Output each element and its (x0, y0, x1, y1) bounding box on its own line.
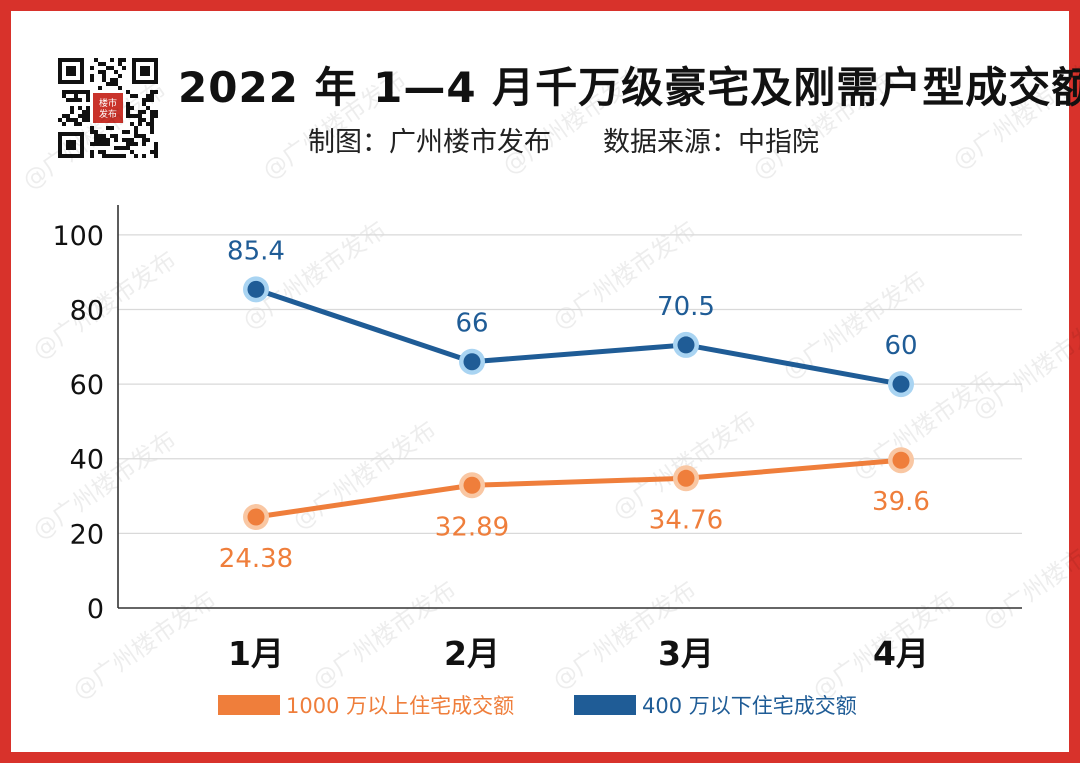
watermark-text: @广州楼市发布 (747, 66, 901, 185)
watermark-text: @广州楼市发布 (237, 216, 391, 335)
data-label: 34.76 (649, 505, 723, 535)
data-label: 39.6 (872, 487, 930, 517)
x-tick-labels: 1月 2月 3月 4月 (228, 634, 929, 673)
series-layer: 24.38 32.89 34.76 39.6 85.4 66 70.5 60 (219, 236, 930, 574)
grid-lines (118, 234, 1022, 535)
watermark-text: @广州楼市发布 (17, 76, 171, 195)
data-label: 60 (884, 331, 917, 361)
y-tick-label: 80 (70, 295, 104, 326)
watermark-text: @广州楼市发布 (287, 416, 441, 535)
source-text: 数据来源：中指院 (603, 127, 819, 158)
data-point (677, 469, 695, 487)
watermark-text: @广州楼市发布 (497, 61, 651, 180)
data-label: 32.89 (435, 512, 509, 542)
data-label: 70.5 (657, 292, 715, 322)
legend-label: 400 万以下住宅成交额 (642, 694, 857, 718)
data-label: 24.38 (219, 544, 293, 574)
watermark-text: @广州楼市发布 (947, 56, 1080, 175)
watermark-text: @广州楼市发布 (27, 426, 181, 545)
data-point (247, 280, 265, 298)
watermark-text: @广州楼市发布 (257, 66, 411, 185)
data-point (463, 353, 481, 371)
y-tick-label: 0 (87, 594, 104, 625)
qr-code-icon: 楼市 发布 (56, 56, 160, 160)
data-point (463, 476, 481, 494)
legend: 1000 万以上住宅成交额 400 万以下住宅成交额 (218, 694, 857, 718)
y-tick-label: 20 (70, 519, 104, 550)
x-tick-label: 2月 (444, 634, 500, 673)
y-tick-label: 100 (52, 221, 104, 252)
data-point (247, 508, 265, 526)
credit-text: 制图：广州楼市发布 (308, 127, 551, 158)
data-point (892, 451, 910, 469)
data-label: 66 (455, 309, 488, 339)
axes (117, 205, 1022, 609)
qr-badge-line-1: 楼市 (99, 97, 117, 109)
x-tick-label: 4月 (873, 634, 929, 673)
data-point (677, 336, 695, 354)
legend-swatch (218, 695, 280, 715)
legend-label: 1000 万以上住宅成交额 (286, 694, 514, 718)
y-tick-label: 40 (70, 445, 104, 476)
legend-swatch (574, 695, 636, 715)
data-label: 85.4 (227, 236, 285, 266)
watermark-text: @广州楼市发布 (307, 576, 461, 695)
series-line (255, 457, 902, 520)
qr-badge-line-2: 发布 (99, 108, 117, 120)
watermark-text: @广州楼市发布 (27, 246, 181, 365)
data-point (892, 375, 910, 393)
chart-subtitle: 制图：广州楼市发布 数据来源：中指院 (308, 120, 819, 159)
chart-title: 2022 年 1—4 月千万级豪宅及刚需户型成交额 (178, 63, 1080, 112)
x-tick-label: 3月 (658, 634, 714, 673)
y-tick-labels: 0 20 40 60 80 100 (52, 221, 104, 625)
series-line (255, 286, 902, 387)
y-tick-label: 60 (70, 370, 104, 401)
x-tick-label: 1月 (228, 634, 284, 673)
